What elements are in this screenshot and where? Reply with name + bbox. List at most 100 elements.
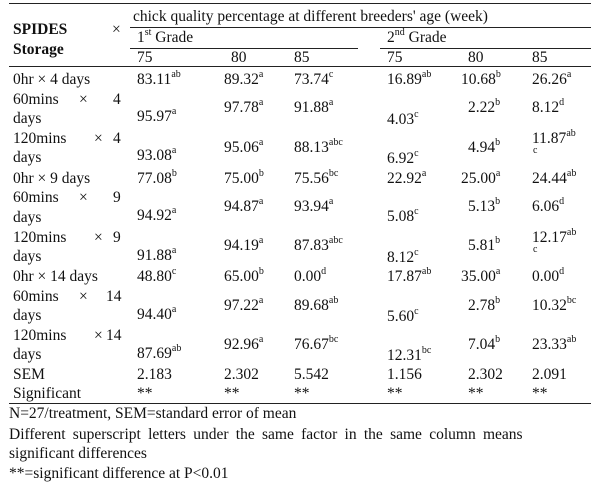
table-cell: 97.78a [224,96,264,116]
age-header-g1-85: 85 [294,49,310,66]
grade2-rule [380,48,591,49]
row-label-times: × [79,91,88,108]
sem-value: 2.091 [532,366,567,383]
table-cell: 24.44ab [532,167,577,187]
table-cell: 87.69ab [137,342,182,362]
row-label: 0hr × 9 days [13,170,91,187]
sem-label: SEM [13,366,45,383]
table-cell: 95.06a [224,136,264,156]
table-cell: 5.81b [468,234,501,254]
table-cell: 6.06d [532,195,565,215]
table-cell: 26.26a [532,68,572,88]
sem-value: 2.183 [137,366,172,383]
age-header-g2-75: 75 [387,49,403,66]
storage-header-times: × [112,21,121,38]
row-label-number: 4 [113,91,121,108]
table-cell: 12.31bc [387,344,432,364]
table-cell: 4.94b [468,136,501,156]
table-cell: 5.08c [387,205,419,225]
table-cell: 97.22a [224,294,264,314]
sem-value: 2.302 [224,366,259,383]
footnote-superscript-meaning-cont: significant differences [9,445,147,462]
sem-value: 2.302 [468,366,503,383]
grade2-heading: 2nd Grade [387,26,447,46]
row-label-days: days [13,248,42,265]
main-heading-rule [130,27,591,28]
row-label-number: 14 [106,288,122,305]
table-cell: 5.13b [468,195,501,215]
table-cell: 35.00a [461,265,501,285]
table-cell: 10.68b [461,68,501,88]
table-cell-sup-wrap: c [533,244,538,255]
footnote-superscript-meaning: Different superscript letters under the … [9,426,523,443]
table-cell: 93.94a [294,195,334,215]
table-cell: 93.08a [137,144,177,164]
row-label: 120mins [13,130,67,147]
table-cell: 8.12d [532,96,565,116]
table-cell: 10.32bc [532,294,577,314]
main-heading: chick quality percentage at different br… [133,8,488,25]
top-rule [9,3,591,4]
table-cell: 11.87ab [532,127,576,147]
table-cell: 0.00d [294,265,327,285]
table-cell: 94.40a [137,303,177,323]
age-header-g1-80: 80 [231,49,247,66]
row-label-times: × [79,189,88,206]
grade1-heading: 1st Grade [137,26,194,46]
table-cell-sup-wrap: c [533,145,538,156]
table-cell: 16.89ab [387,68,432,88]
significant-value: ** [468,385,484,402]
row-label-days: days [13,346,42,363]
footnote-n-sem: N=27/treatment, SEM=standard error of me… [9,405,297,422]
header-bottom-rule [9,66,591,67]
significant-value: ** [224,385,240,402]
table-cell: 22.92a [387,167,427,187]
row-label-number: 4 [113,130,121,147]
table-cell: 91.88a [137,244,177,264]
table-cell: 23.33ab [532,333,577,353]
row-label-times: × [94,327,103,344]
table-cell: 73.74c [294,68,334,88]
table-cell: 2.22b [468,96,501,116]
row-label-days: days [13,209,42,226]
table-cell: 8.12c [387,246,419,266]
table-cell: 83.11ab [137,68,181,88]
table-cell: 75.56bc [294,167,339,187]
significant-value: ** [532,385,548,402]
row-label-times: × [94,130,103,147]
age-header-g2-85: 85 [532,49,548,66]
grade1-rule [130,48,358,49]
table-cell: 12.17ab [532,226,577,246]
row-label-days: days [13,110,42,127]
storage-header-line2: Storage [13,41,64,58]
table-cell: 65.00b [224,265,264,285]
row-label: 120mins [13,229,67,246]
table-cell: 94.92a [137,204,177,224]
footnote-significance: **=significant difference at P<0.01 [9,465,229,482]
row-label: 0hr × 14 days [13,268,98,285]
sem-value: 1.156 [387,366,422,383]
significant-value: ** [294,385,310,402]
table-cell: 2.78b [468,294,501,314]
significant-value: ** [137,385,153,402]
row-label-days: days [13,149,42,166]
row-label: 60mins [13,91,59,108]
significant-label: Significant [13,385,82,402]
table-cell: 89.32a [224,68,264,88]
table-cell: 76.67bc [294,333,339,353]
age-header-g1-75: 75 [137,49,153,66]
table-cell: 5.60c [387,305,419,325]
significant-value: ** [387,385,403,402]
row-label: 0hr × 4 days [13,71,91,88]
row-label: 120mins [13,327,67,344]
row-label-days: days [13,307,42,324]
row-label-times: × [94,229,103,246]
table-cell: 92.96a [224,333,264,353]
table-cell: 94.87a [224,195,264,215]
age-header-g2-80: 80 [468,49,484,66]
table-cell: 4.03c [387,108,419,128]
sem-value: 5.542 [294,366,329,383]
table-cell: 95.97a [137,105,177,125]
table-cell: 0.00d [532,265,565,285]
